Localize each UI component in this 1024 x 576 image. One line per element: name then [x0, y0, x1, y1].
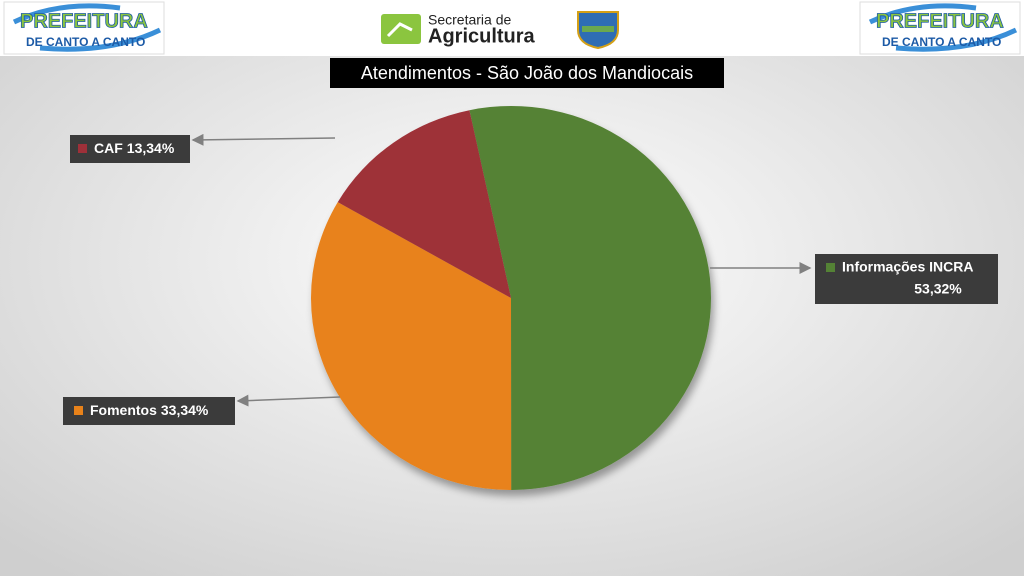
- label-box: [815, 254, 998, 304]
- data-label-name: Informações INCRA: [842, 259, 973, 275]
- data-label-name: Fomentos: [90, 402, 157, 418]
- logo-text: PREFEITURA: [20, 10, 148, 32]
- pie: [310, 106, 711, 491]
- pie-slice: [337, 110, 511, 298]
- labels: Informações INCRA 53,32% Fomentos 33,34% CAF…: [63, 133, 998, 425]
- logo-right: PREFEITURA DE CANTO A CANTO: [859, 1, 1021, 55]
- pie-slice: [469, 106, 711, 490]
- legend-swatch: [826, 263, 835, 272]
- secretaria-text: Secretaria de: [428, 12, 511, 28]
- data-label: 53,32%: [914, 281, 962, 297]
- secretaria-logo: Secretaria de Agricultura: [381, 11, 619, 50]
- leader-line: [191, 133, 336, 146]
- data-label-value: 13,34%: [127, 140, 175, 156]
- chart-title: Atendimentos - São João dos Mandiocais: [361, 63, 693, 83]
- data-label: CAF 13,34%: [94, 140, 175, 156]
- data-label: Fomentos 33,34%: [90, 402, 209, 418]
- logo-text: DE CANTO A CANTO: [26, 35, 145, 49]
- pie-slice: [310, 202, 512, 491]
- leader-line: [236, 394, 341, 407]
- data-label-name: CAF: [94, 140, 123, 156]
- label-box: [63, 397, 235, 425]
- title-box: [330, 58, 724, 88]
- logo-text: PREFEITURA: [876, 10, 1004, 32]
- legend-swatch: [74, 406, 83, 415]
- data-label-value: 33,34%: [161, 402, 209, 418]
- label-box: [70, 135, 190, 163]
- logo-text: DE CANTO A CANTO: [882, 35, 1001, 49]
- logo-left: PREFEITURA DE CANTO A CANTO: [3, 1, 165, 55]
- header-band: [0, 0, 1024, 56]
- secretaria-text: Agricultura: [428, 25, 536, 47]
- legend-swatch: [78, 144, 87, 153]
